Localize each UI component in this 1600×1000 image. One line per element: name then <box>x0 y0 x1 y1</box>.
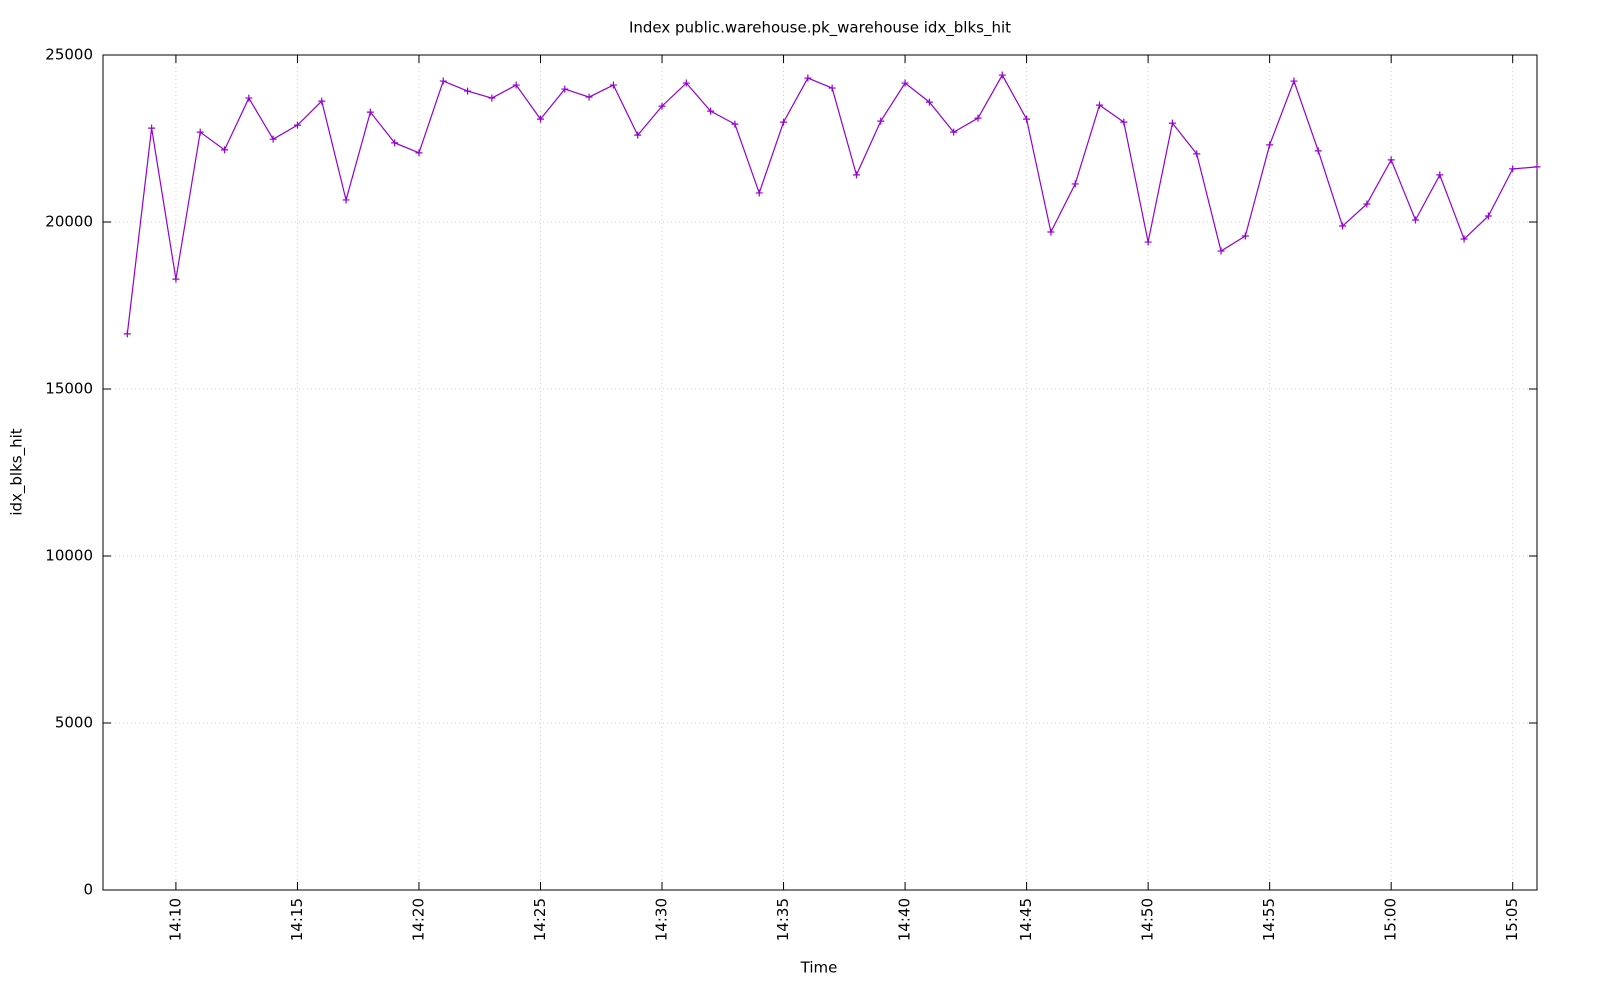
point-marker <box>148 124 156 132</box>
point-marker <box>1436 171 1444 179</box>
point-marker <box>1484 212 1492 220</box>
point-marker <box>1241 232 1249 240</box>
point-marker <box>1460 235 1468 243</box>
point-marker <box>269 135 277 143</box>
x-tick-label: 14:55 <box>1260 898 1278 941</box>
y-tick-label: 20000 <box>45 213 93 231</box>
point-marker <box>950 128 958 136</box>
x-tick-label: 14:30 <box>653 898 671 941</box>
point-marker <box>609 81 617 89</box>
point-marker <box>1217 247 1225 255</box>
point-marker <box>1290 77 1298 85</box>
y-axis-label: idx_blks_hit <box>8 428 27 515</box>
x-tick-label: 14:25 <box>531 898 549 941</box>
point-marker <box>512 81 520 89</box>
point-marker <box>828 84 836 92</box>
y-tick-label: 15000 <box>45 380 93 398</box>
point-marker <box>1168 119 1176 127</box>
point-marker <box>488 94 496 102</box>
point-marker <box>634 131 642 139</box>
x-tick-label: 14:40 <box>896 898 914 941</box>
point-marker <box>901 79 909 87</box>
point-marker <box>439 77 447 85</box>
point-marker <box>682 79 690 87</box>
point-marker <box>877 117 885 125</box>
point-marker <box>925 98 933 106</box>
point-marker <box>755 189 763 197</box>
point-marker <box>318 97 326 105</box>
point-marker <box>1339 222 1347 230</box>
y-tick-label: 5000 <box>55 714 93 732</box>
point-marker <box>1314 147 1322 155</box>
point-marker <box>1023 115 1031 123</box>
chart-title: Index public.warehouse.pk_warehouse idx_… <box>629 19 1011 38</box>
series-line <box>126 73 1538 334</box>
point-marker <box>342 196 350 204</box>
point-marker <box>1047 228 1055 236</box>
point-marker <box>293 121 301 129</box>
x-tick-label: 14:35 <box>774 898 792 941</box>
plot-frame <box>102 54 1538 891</box>
y-tick-label: 10000 <box>45 547 93 565</box>
x-tick-label: 14:45 <box>1017 898 1035 941</box>
point-marker <box>536 115 544 123</box>
point-marker <box>464 87 472 95</box>
x-axis-label: Time <box>800 959 838 977</box>
point-marker <box>415 149 423 157</box>
point-marker <box>804 74 812 82</box>
point-marker <box>1387 156 1395 164</box>
point-marker <box>1266 141 1274 149</box>
point-marker <box>1193 150 1201 158</box>
point-marker <box>123 330 131 338</box>
point-marker <box>731 120 739 128</box>
point-marker <box>585 93 593 101</box>
point-marker <box>1533 163 1541 171</box>
point-marker <box>852 171 860 179</box>
point-marker <box>974 114 982 122</box>
point-marker <box>245 94 253 102</box>
x-tick-label: 14:10 <box>166 898 184 941</box>
point-marker <box>366 108 374 116</box>
point-marker <box>780 118 788 126</box>
point-marker <box>1509 165 1517 173</box>
point-marker <box>172 275 180 283</box>
x-tick-label: 15:05 <box>1503 898 1521 941</box>
x-tick-label: 14:50 <box>1139 898 1157 941</box>
point-marker <box>1363 200 1371 208</box>
point-marker <box>658 102 666 110</box>
point-marker <box>1096 101 1104 109</box>
point-marker <box>998 71 1006 79</box>
point-marker <box>196 128 204 136</box>
point-marker <box>707 107 715 115</box>
x-tick-label: 14:15 <box>288 898 306 941</box>
point-marker <box>1144 238 1152 246</box>
point-marker <box>221 146 229 154</box>
x-tick-label: 14:20 <box>409 898 427 941</box>
point-marker <box>1071 180 1079 188</box>
point-marker <box>1120 118 1128 126</box>
point-marker <box>1411 216 1419 224</box>
point-marker <box>561 85 569 93</box>
point-marker <box>391 139 399 147</box>
x-tick-label: 15:00 <box>1382 898 1400 941</box>
y-tick-label: 0 <box>83 881 93 899</box>
y-tick-label: 25000 <box>45 46 93 64</box>
